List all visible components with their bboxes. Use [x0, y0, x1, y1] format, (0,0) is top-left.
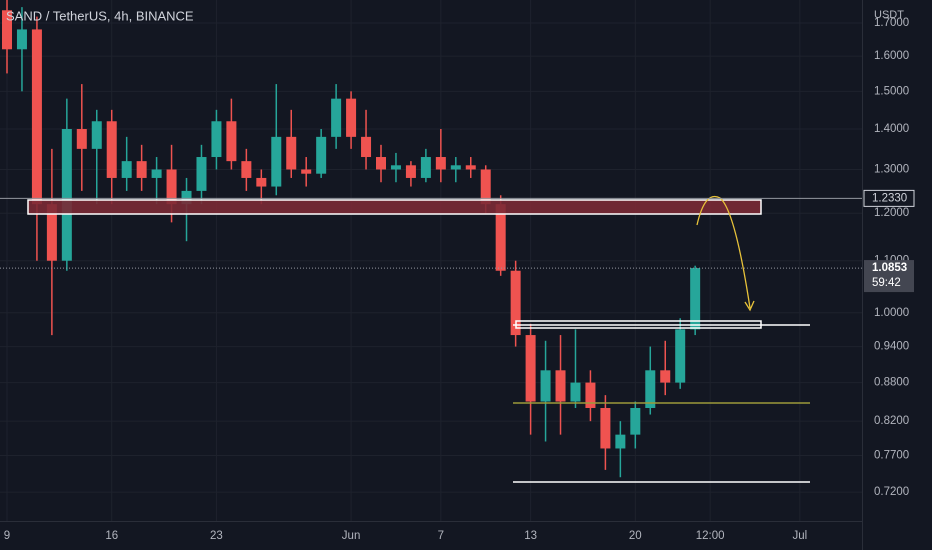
y-tick-label: 0.9400	[874, 341, 909, 353]
candle-body	[91, 121, 102, 149]
candles	[2, 0, 701, 478]
price-line-label: 1.2330	[872, 192, 907, 204]
x-tick-label: Jun	[342, 530, 361, 542]
price-line-tag	[863, 189, 915, 207]
candle-body	[450, 165, 461, 170]
candle-body	[420, 157, 431, 178]
candle-body	[346, 98, 357, 137]
last-price-label: 1.0853	[872, 262, 907, 274]
y-tick-label: 1.3000	[874, 164, 909, 176]
candle-body	[76, 129, 87, 149]
y-tick-label: 0.8200	[874, 415, 909, 427]
y-tick-label: 1.5000	[874, 85, 909, 97]
candle-body	[630, 407, 641, 435]
candle-body	[136, 161, 147, 178]
candle-body	[226, 121, 237, 162]
candle-body	[615, 434, 626, 449]
candle-body	[435, 157, 446, 170]
candle-body	[16, 29, 27, 50]
projection-arrow	[696, 196, 751, 309]
x-tick-label: 13	[524, 530, 537, 542]
candle-body	[555, 370, 566, 402]
candle-body	[660, 370, 671, 383]
candle-body	[316, 136, 327, 174]
candle-body	[465, 165, 476, 170]
candle-body	[690, 268, 701, 330]
x-tick-label: 12:00	[696, 530, 725, 542]
y-tick-label: 0.7700	[874, 450, 909, 462]
candle-body	[61, 129, 72, 261]
candle-body	[495, 204, 506, 271]
currency-label: USDT	[874, 9, 904, 21]
y-tick-label: 1.7000	[874, 17, 909, 29]
candle-body	[2, 10, 12, 50]
candle-body	[211, 121, 222, 158]
candle-body	[256, 177, 267, 187]
candle-body	[241, 161, 252, 178]
candle-body	[405, 165, 416, 178]
y-tick-label: 0.7200	[874, 486, 909, 498]
candle-body	[271, 136, 282, 187]
x-tick-label: 20	[629, 530, 642, 542]
candle-body	[121, 161, 132, 178]
x-tick-label: 16	[105, 530, 118, 542]
candle-body	[106, 121, 117, 178]
candle-body	[570, 382, 581, 402]
candle-body	[525, 335, 536, 402]
candle-body	[480, 169, 491, 205]
grid	[0, 0, 862, 521]
candle-body	[376, 157, 386, 170]
x-tick-label: 9	[4, 530, 10, 542]
drawings	[0, 196, 862, 483]
candle-body	[540, 370, 551, 402]
y-tick-label: 1.6000	[874, 50, 909, 62]
candle-body	[301, 169, 312, 174]
chart-title: SAND / TetherUS, 4h, BINANCE	[6, 8, 194, 23]
candle-body	[361, 136, 372, 158]
candle-body	[151, 169, 162, 178]
projection-arrowhead	[744, 300, 755, 312]
candle-body	[600, 407, 611, 449]
axes: 0.72000.77000.82000.88000.94001.00001.10…	[4, 17, 915, 542]
candle-body	[331, 98, 342, 137]
candle-body	[390, 165, 401, 170]
candle-body	[585, 382, 596, 408]
resistance-zone	[27, 199, 762, 215]
y-tick-label: 1.0000	[874, 307, 909, 319]
candle-body	[286, 136, 297, 170]
y-tick-label: 1.2000	[874, 207, 909, 219]
last-price-tag	[864, 260, 914, 293]
y-tick-label: 1.4000	[874, 123, 909, 135]
candle-body	[675, 329, 686, 383]
x-tick-label: 23	[210, 530, 223, 542]
candle-body	[196, 157, 207, 191]
y-tick-label: 0.8800	[874, 377, 909, 389]
candle-body	[645, 370, 656, 408]
candle-body	[510, 270, 521, 336]
x-tick-label: 7	[438, 530, 444, 542]
candle-body	[46, 204, 57, 261]
candle-body	[31, 29, 42, 205]
x-tick-label: Jul	[793, 530, 808, 542]
candle-body	[166, 169, 177, 205]
candle-body	[181, 190, 192, 205]
countdown-label: 59:42	[872, 277, 901, 289]
